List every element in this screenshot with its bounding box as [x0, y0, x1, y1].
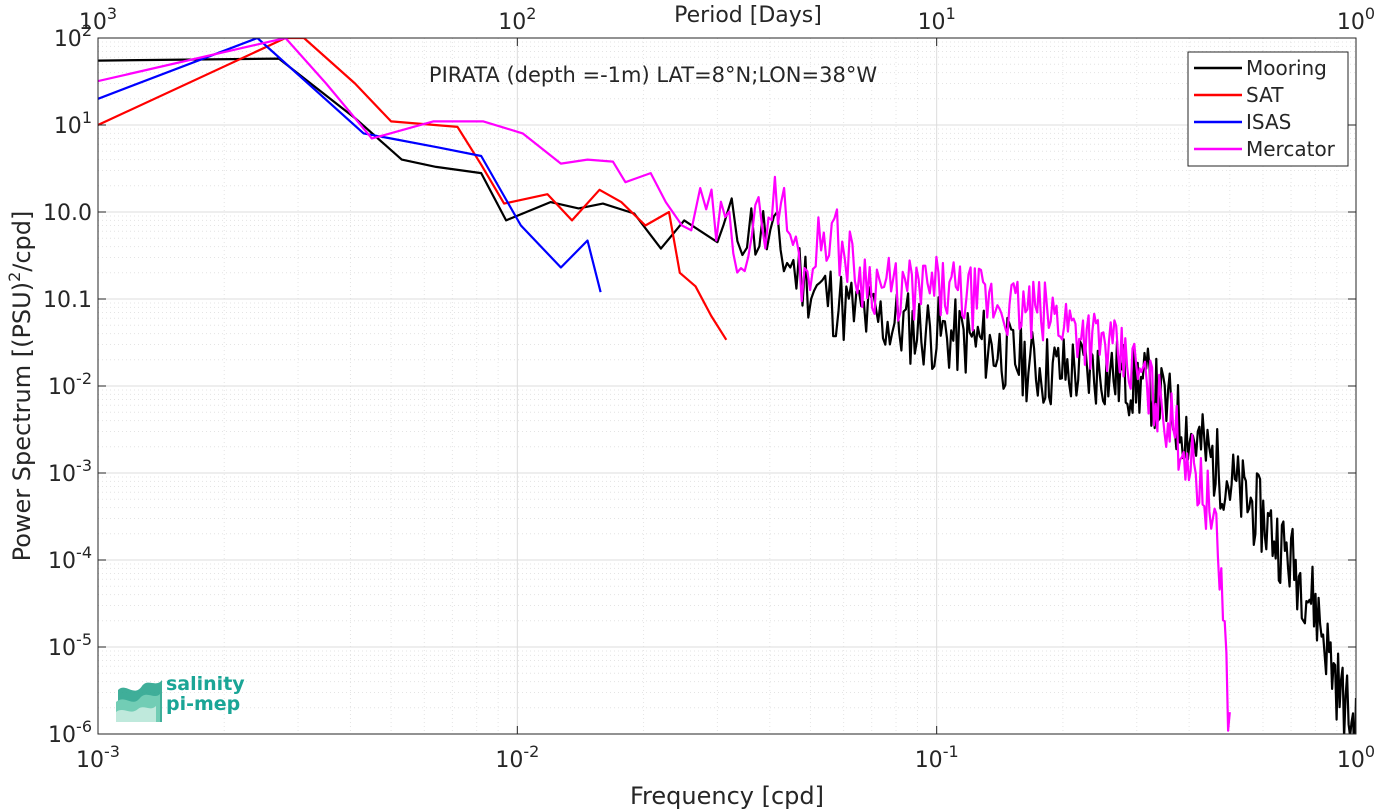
y-tick-label: 101	[54, 108, 92, 139]
x-tick-label: 100	[1337, 742, 1375, 773]
series-line-mooring	[98, 57, 1356, 734]
x-tick-label: 10-3	[76, 742, 120, 773]
top-axis-title: Period [Days]	[674, 3, 822, 28]
salinity-pimep-logo: salinity pi-mep	[116, 672, 256, 726]
legend-label-mooring: Mooring	[1246, 56, 1327, 80]
series-line-mercator	[98, 38, 1231, 732]
y-tick-label: 10-5	[48, 630, 92, 661]
top-tick-label: 102	[498, 4, 536, 35]
series-line-sat	[98, 38, 728, 341]
grid	[97, 38, 1356, 735]
y-axis-title: Power Spectrum [(PSU)2/cpd]	[5, 211, 36, 562]
x-axis-title: Frequency [cpd]	[630, 782, 824, 809]
y-tick-label: 10-6	[48, 717, 92, 748]
x-tick-label: 10-2	[495, 742, 539, 773]
legend-label-isas: ISAS	[1246, 110, 1291, 134]
logo-line-1: salinity	[166, 673, 245, 695]
series-area	[98, 38, 1356, 734]
legend: Mooring SAT ISAS Mercator	[1187, 51, 1349, 167]
y-tick-label: 10.0	[43, 201, 92, 226]
y-tick-label: 10-3	[48, 456, 92, 487]
y-tick-label: 10-4	[48, 543, 92, 574]
y-tick-label: 102	[54, 21, 92, 52]
top-tick-label: 101	[918, 4, 956, 35]
series-line-isas	[98, 38, 602, 293]
logo-line-2: pi-mep	[166, 693, 241, 715]
wave-logo-icon	[116, 680, 162, 722]
legend-label-mercator: Mercator	[1246, 137, 1336, 161]
y-tick-label: 10.1	[43, 288, 92, 313]
legend-box	[1187, 51, 1349, 167]
y-tick-label: 10-2	[48, 369, 92, 400]
top-tick-label: 103	[79, 4, 117, 35]
legend-label-sat: SAT	[1246, 83, 1284, 107]
chart-title: PIRATA (depth =-1m) LAT=8°N;LON=38°W	[429, 63, 877, 87]
x-tick-label: 10-1	[915, 742, 959, 773]
top-tick-label: 100	[1337, 4, 1375, 35]
